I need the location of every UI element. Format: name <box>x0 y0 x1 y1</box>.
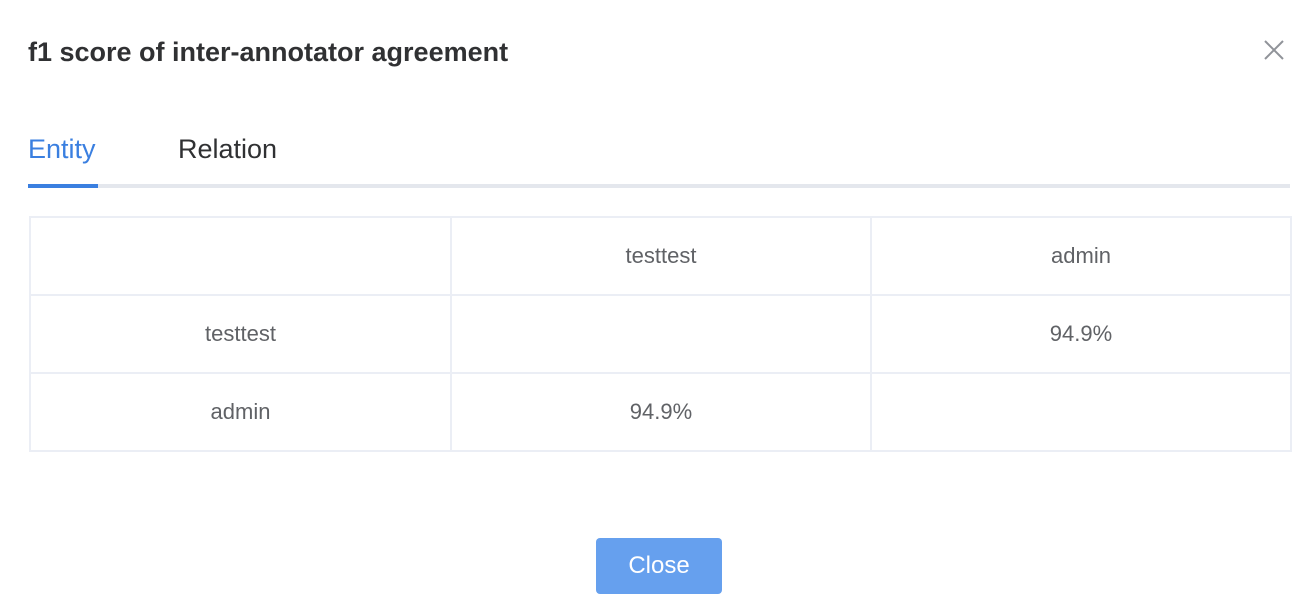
table-row: testtest 94.9% <box>29 294 1292 374</box>
header-corner-cell <box>29 216 452 296</box>
column-header: admin <box>870 216 1292 296</box>
table-row: admin 94.9% <box>29 372 1292 452</box>
table-header-row: testtest admin <box>29 216 1292 296</box>
agreement-table: testtest admin testtest 94.9% admin 94.9… <box>29 216 1292 452</box>
close-x-icon[interactable] <box>1262 38 1286 62</box>
score-cell <box>870 372 1292 452</box>
score-cell: 94.9% <box>450 372 872 452</box>
tab-relation[interactable]: Relation <box>178 134 278 164</box>
column-header: testtest <box>450 216 872 296</box>
active-tab-indicator <box>28 184 98 188</box>
score-cell <box>450 294 872 374</box>
close-button[interactable]: Close <box>596 538 722 594</box>
score-cell: 94.9% <box>870 294 1292 374</box>
row-header: admin <box>29 372 452 452</box>
row-header: testtest <box>29 294 452 374</box>
tab-bar: Entity Relation <box>28 128 1290 188</box>
tab-divider <box>28 184 1290 188</box>
dialog-title: f1 score of inter-annotator agreement <box>28 37 509 67</box>
tab-entity[interactable]: Entity <box>28 134 96 164</box>
